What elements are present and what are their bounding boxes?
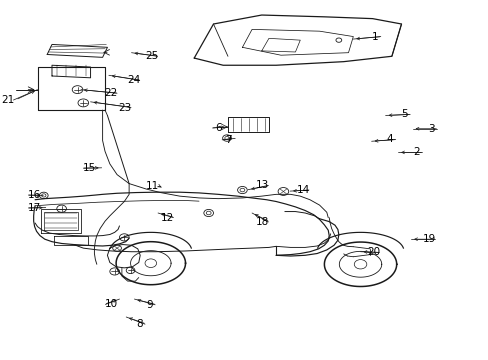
Text: 7: 7 <box>224 135 231 145</box>
Text: 1: 1 <box>371 32 378 41</box>
Text: 10: 10 <box>104 300 118 310</box>
Text: 16: 16 <box>27 190 41 200</box>
Text: 25: 25 <box>145 51 158 61</box>
Text: 22: 22 <box>104 88 118 98</box>
Text: 12: 12 <box>161 213 174 222</box>
Text: 20: 20 <box>366 247 379 257</box>
Text: 14: 14 <box>296 185 309 195</box>
Text: 19: 19 <box>422 234 435 244</box>
Text: 15: 15 <box>82 163 96 173</box>
Text: 13: 13 <box>256 180 269 190</box>
Text: 6: 6 <box>215 123 221 133</box>
Text: 5: 5 <box>400 109 407 120</box>
Text: 9: 9 <box>146 300 152 310</box>
Text: 18: 18 <box>256 217 269 227</box>
Text: 4: 4 <box>386 135 392 144</box>
Text: 23: 23 <box>119 103 132 113</box>
Text: 17: 17 <box>27 203 41 213</box>
Text: 11: 11 <box>145 181 159 192</box>
Text: 3: 3 <box>427 124 434 134</box>
Text: 24: 24 <box>127 75 140 85</box>
Text: 8: 8 <box>136 319 142 329</box>
Text: 21: 21 <box>1 95 14 105</box>
Text: 2: 2 <box>412 147 419 157</box>
